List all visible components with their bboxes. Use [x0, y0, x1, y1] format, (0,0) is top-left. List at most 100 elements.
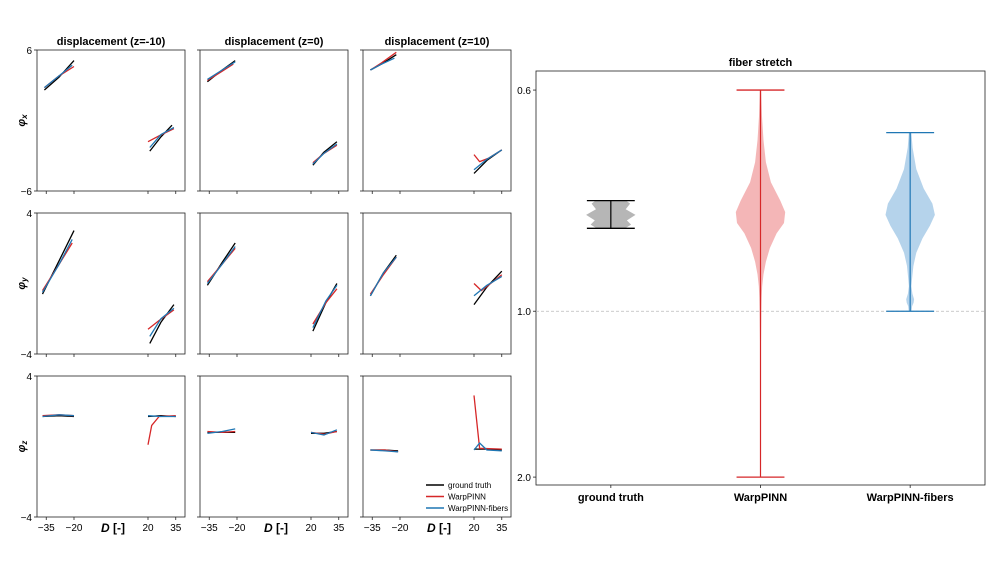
- xtick-label: 35: [496, 523, 508, 534]
- violin-category-label: WarpPINN: [734, 492, 787, 504]
- row-label-subscript: x: [20, 114, 29, 120]
- row-label-0: φx: [16, 114, 29, 127]
- x-axis-label-symbol: D: [264, 521, 273, 535]
- series-WarpPINN-fibers-segment-1: [310, 429, 338, 436]
- displacement-grid-panel: displacement (z=-10) displacement (z=0) di…: [16, 36, 512, 535]
- subplot-r2-c2: −35 −20 20 35 D [-]: [360, 375, 512, 535]
- x-axis-label: D [-]: [101, 521, 125, 535]
- subplot-r0-c2: [360, 49, 512, 194]
- legend-label-WarpPINN-fibers: WarpPINN-fibers: [448, 504, 508, 513]
- violin-WarpPINN: [735, 89, 786, 478]
- subplot-r2-c1: −35 −20 20 35 D [-]: [197, 375, 349, 535]
- x-axis-label: D [-]: [427, 521, 451, 535]
- series-WarpPINN-fibers-segment-0: [41, 239, 73, 293]
- subplot-frame: [199, 212, 349, 355]
- legend-label-WarpPINN: WarpPINN: [448, 493, 486, 502]
- series-WarpPINN-fibers-segment-1: [312, 143, 338, 165]
- series-WarpPINN-fibers-segment-1: [147, 415, 176, 418]
- x-axis-label-unit: [-]: [110, 521, 125, 535]
- row-0-ytick-bottom: −6: [21, 187, 33, 198]
- violin-category-label: WarpPINN-fibers: [867, 492, 954, 504]
- violin-WarpPINN-fibers: [885, 131, 935, 312]
- series-WarpPINN-fibers-segment-0: [370, 57, 395, 71]
- subplot-r0-c1: [197, 49, 349, 194]
- violin-title: fiber stretch: [729, 57, 793, 69]
- xtick-label: 20: [468, 523, 480, 534]
- subplot-frame: [36, 49, 186, 192]
- xtick-label: 35: [170, 523, 182, 534]
- series-WarpPINN-fibers-segment-0: [206, 246, 236, 284]
- violin-ytick-label: 1.0: [517, 307, 531, 318]
- series-WarpPINN-fibers-segment-1: [473, 149, 503, 171]
- subplot-frame: [36, 212, 186, 355]
- legend: ground truth WarpPINN WarpPINN-fibers: [426, 481, 508, 513]
- xtick-label: 20: [142, 523, 154, 534]
- series-WarpPINN-fibers-segment-0: [370, 449, 399, 453]
- legend-label-ground_truth: ground truth: [448, 481, 491, 490]
- subplot-r1-c2: [360, 212, 512, 357]
- x-axis-label-unit: [-]: [273, 521, 288, 535]
- series-WarpPINN-segment-0: [207, 63, 234, 82]
- row-label-1: φy: [16, 277, 29, 290]
- row-label-2: φz: [16, 441, 29, 453]
- series-WarpPINN-segment-1: [473, 395, 502, 450]
- xtick-label: −35: [38, 523, 55, 534]
- column-title-2: displacement (z=10): [385, 36, 490, 48]
- violin-ytick-label: 0.6: [517, 86, 531, 97]
- series-WarpPINN-fibers-segment-0: [207, 428, 236, 434]
- xtick-label: 35: [333, 523, 345, 534]
- xtick-label: −20: [66, 523, 83, 534]
- row-label-symbol: φ: [16, 282, 28, 290]
- series-WarpPINN-segment-1: [473, 274, 503, 292]
- row-label-subscript: y: [20, 277, 29, 283]
- xtick-label: −35: [364, 523, 381, 534]
- series-WarpPINN-fibers-segment-0: [42, 414, 75, 418]
- xtick-label: −20: [229, 523, 246, 534]
- series-WarpPINN-fibers-segment-1: [473, 275, 503, 297]
- series-WarpPINN-fibers-segment-1: [312, 284, 338, 328]
- row-0-ytick-top: 6: [26, 46, 32, 57]
- x-axis-label: D [-]: [264, 521, 288, 535]
- xtick-label: −35: [201, 523, 218, 534]
- subplot-r1-c1: [197, 212, 349, 357]
- series-WarpPINN-fibers-segment-1: [473, 442, 502, 452]
- subplot-r2-c0: −35 −20 20 35 D [-]: [34, 375, 186, 535]
- series-ground_truth-segment-1: [149, 304, 175, 344]
- xtick-label: −20: [392, 523, 409, 534]
- violin-ytick-label: 2.0: [517, 473, 531, 484]
- row-1-ytick-top: 4: [26, 209, 32, 220]
- series-WarpPINN-fibers-segment-1: [149, 307, 175, 337]
- series-WarpPINN-segment-0: [207, 430, 236, 434]
- subplot-frame: [362, 212, 512, 355]
- column-title-0: displacement (z=-10): [57, 36, 166, 48]
- subplot-frame: [199, 375, 349, 518]
- series-ground_truth-segment-1: [149, 124, 173, 152]
- subplot-frame: [199, 49, 349, 192]
- violin-category-label: ground truth: [578, 492, 644, 504]
- series-WarpPINN-segment-1: [147, 415, 176, 445]
- series-WarpPINN-segment-1: [312, 288, 338, 325]
- subplot-r1-c0: [34, 212, 186, 357]
- row-label-subscript: z: [20, 441, 29, 446]
- series-WarpPINN-fibers-segment-0: [369, 256, 397, 297]
- row-label-symbol: φ: [16, 444, 28, 452]
- x-axis-label-unit: [-]: [436, 521, 451, 535]
- series-ground_truth-segment-1: [473, 149, 503, 174]
- series-ground_truth-segment-0: [43, 60, 75, 91]
- subplot-r0-c0: [34, 49, 186, 194]
- row-label-symbol: φ: [16, 119, 28, 127]
- x-axis-label-symbol: D: [427, 521, 436, 535]
- violin-ground_truth: [586, 199, 636, 229]
- column-title-1: displacement (z=0): [225, 36, 324, 48]
- series-WarpPINN-fibers-segment-0: [207, 61, 236, 80]
- subplot-frame: [362, 375, 512, 518]
- subplot-frame: [362, 49, 512, 192]
- series-WarpPINN-fibers-segment-1: [149, 126, 175, 148]
- subplot-frame: [36, 375, 186, 518]
- row-2-ytick-bottom: −4: [21, 513, 33, 524]
- row-1-ytick-bottom: −4: [21, 350, 33, 361]
- series-WarpPINN-fibers-segment-0: [43, 64, 73, 89]
- fiber-stretch-panel: fiber stretch 0.6 1.0 2.0 ground truth WarpPI…: [517, 57, 986, 504]
- xtick-label: 20: [305, 523, 317, 534]
